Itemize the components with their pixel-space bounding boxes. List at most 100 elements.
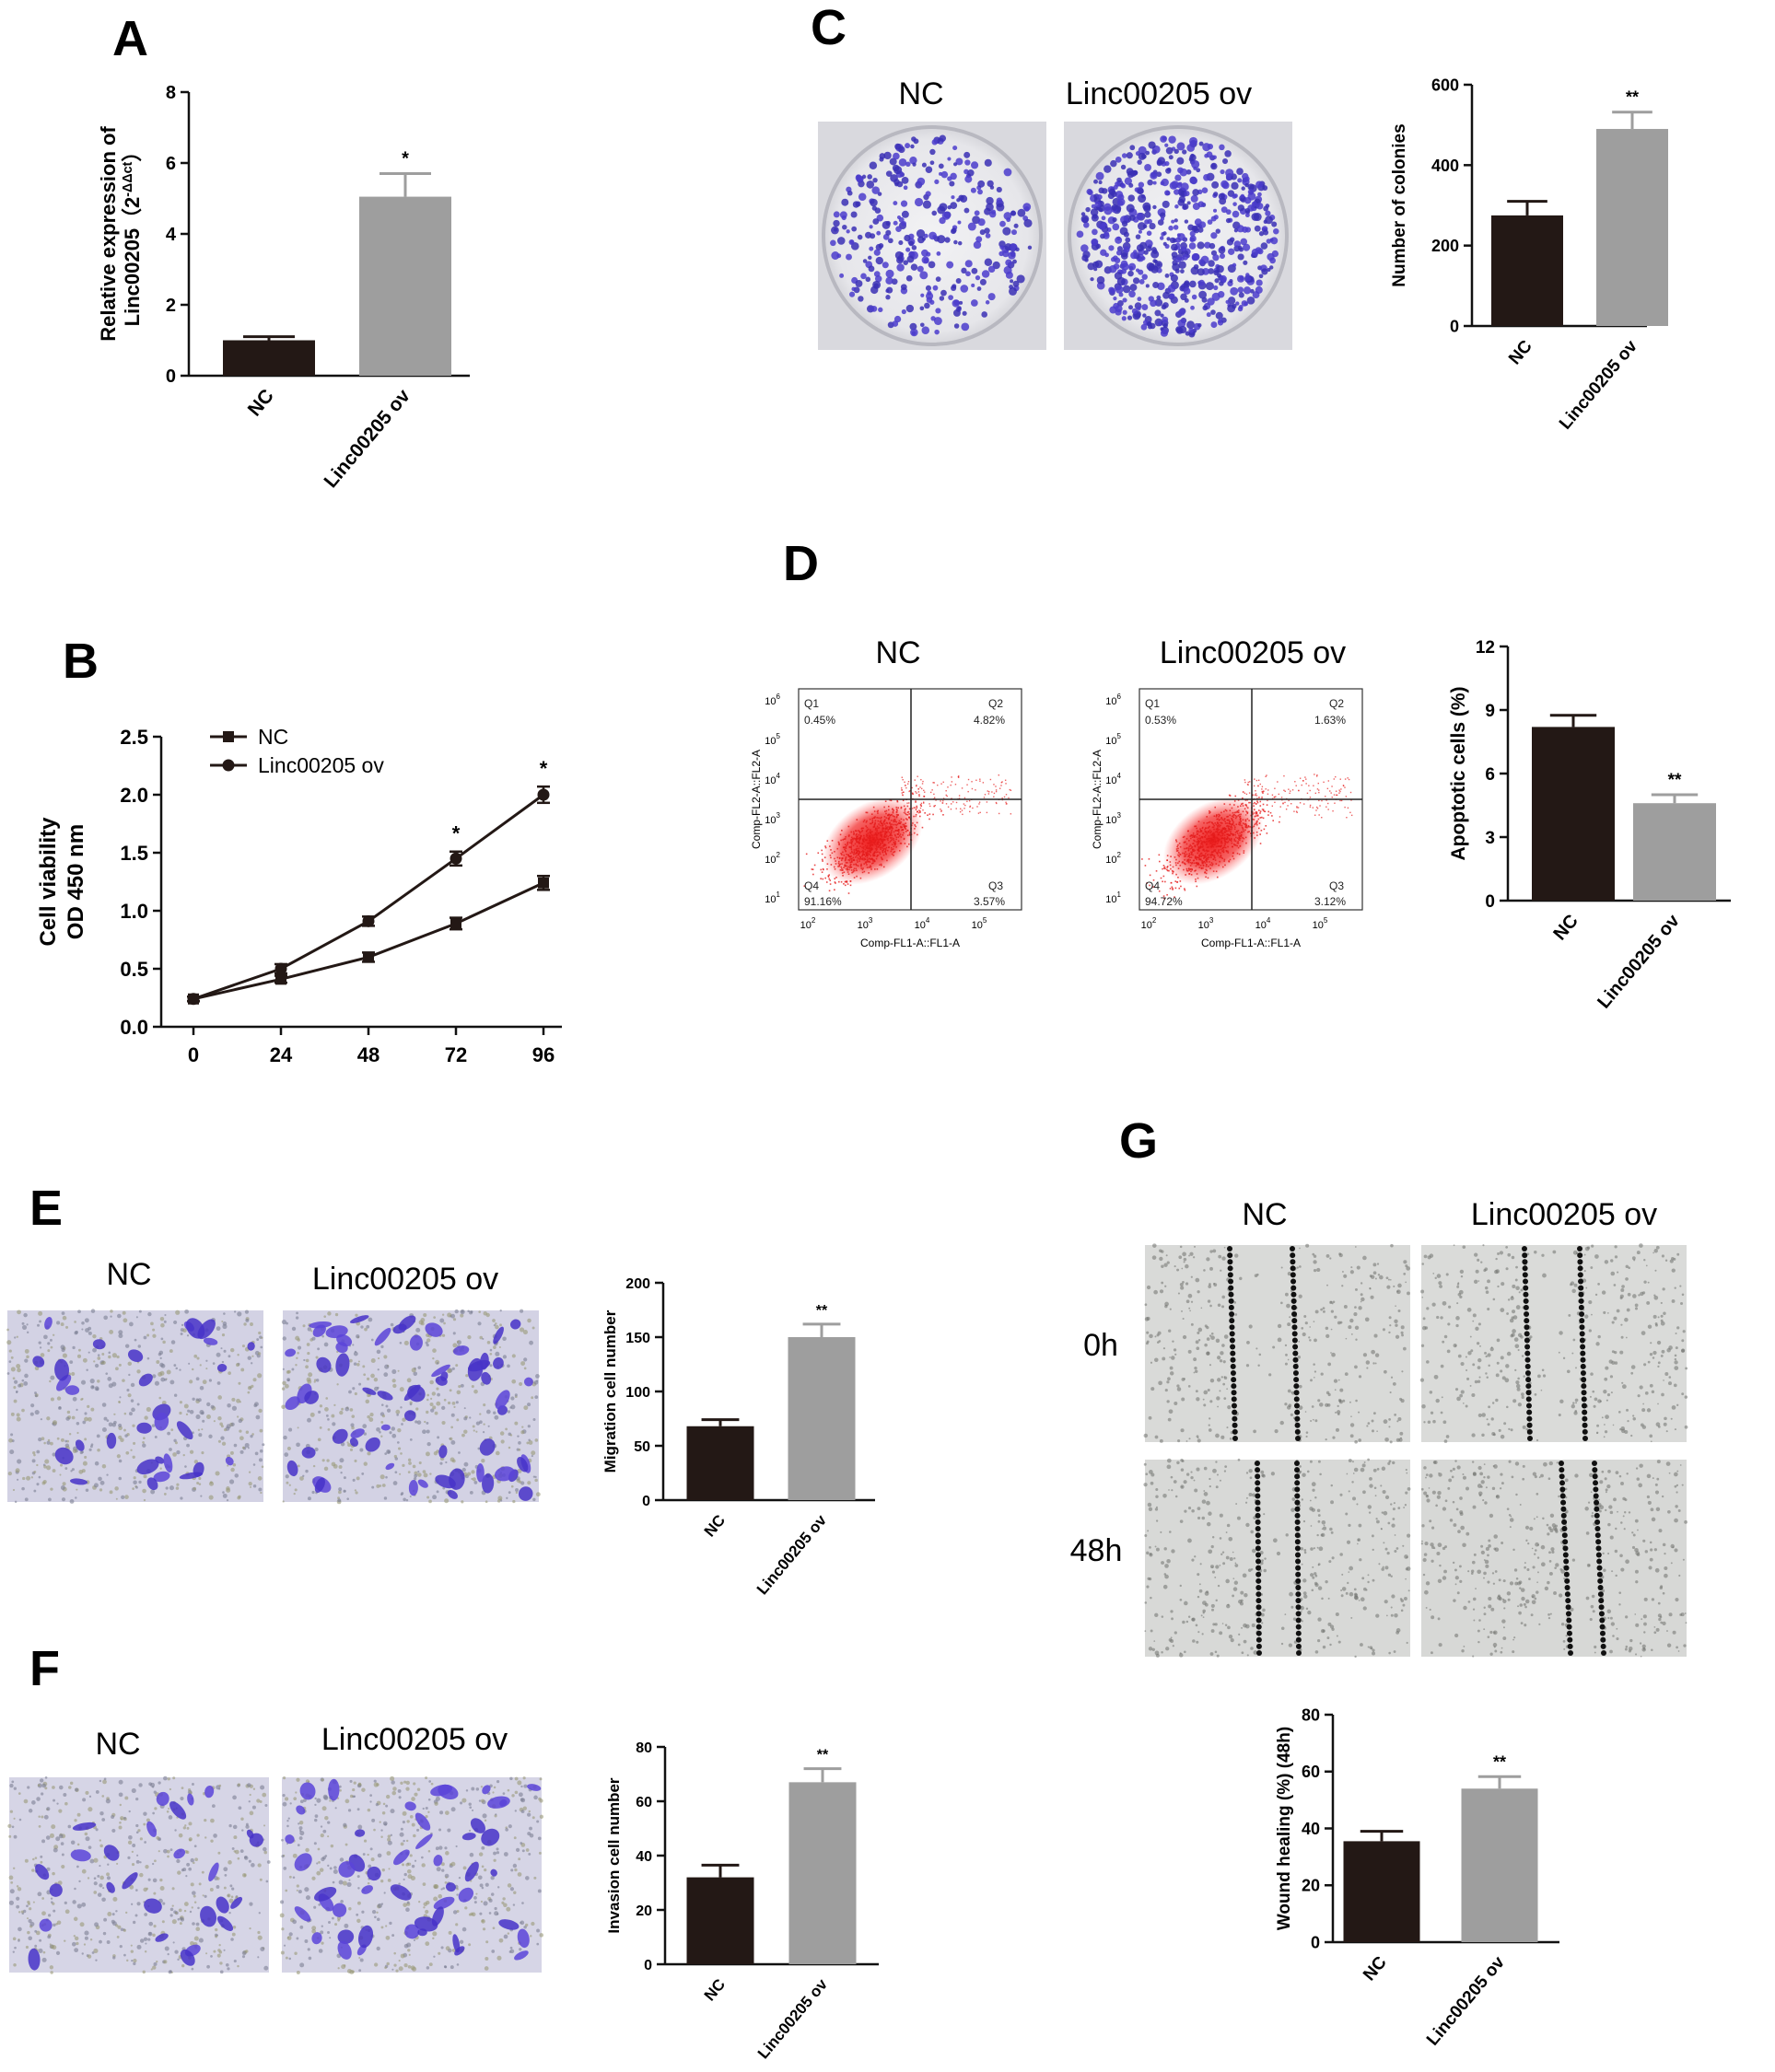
y-axis-label: Wound healing (%) (48h): [1275, 1727, 1294, 1930]
y-axis-label: Number of colonies: [1390, 123, 1409, 286]
x-tick-label: 72: [445, 1043, 467, 1066]
y-tick-label: 0: [642, 1494, 650, 1509]
x-tick-label: Linc00205 ov: [320, 385, 415, 492]
wound-image-ov-48h: [1420, 1460, 1687, 1658]
bar-ov: [359, 196, 451, 376]
chart-e-migration: 0 50 100 150 200 NC ** Linc00205 ov Migration ce…: [601, 1276, 875, 1598]
y-axis-label: Comp-FL2-A::FL2-A: [1091, 750, 1104, 849]
chart-c-colonies: 0 200 400 600 NC ** Linc00205 ov Number of colo…: [1390, 76, 1668, 434]
legend-label: NC: [258, 725, 288, 749]
colony-images: NC Linc00205 ov: [818, 76, 1292, 350]
quadrant-name: Q3: [1329, 879, 1344, 892]
y-tick-label: 3: [1485, 829, 1495, 848]
panel-letter-a: A: [112, 11, 148, 66]
bar-nc: [1532, 727, 1615, 901]
data-point: [450, 852, 462, 865]
significance-mark: **: [1668, 771, 1682, 790]
chart-a-relative-expression: 0 2 4 6 8 NC * Linc00205 ov Relative expression …: [97, 83, 470, 492]
y-tick-label: 0: [1450, 317, 1459, 335]
panel-letter-f: F: [29, 1641, 60, 1696]
flow-label-ov: Linc00205 ov: [1160, 635, 1346, 670]
y-axis-label: Invasion cell number: [605, 1777, 623, 1933]
bar-ov: [1461, 1788, 1538, 1942]
y-decade-label: 102: [1105, 851, 1121, 866]
y-axis-label: Apoptotic cells (%): [1448, 686, 1469, 860]
quadrant-percent: 1.63%: [1314, 714, 1346, 727]
y-tick-label: 80: [1302, 1705, 1320, 1724]
y-decade-label: 106: [1105, 693, 1121, 707]
quadrant-name: Q1: [804, 697, 819, 710]
invasion-image-nc: [7, 1775, 271, 1974]
y-decade-label: 106: [765, 693, 780, 707]
y-tick-label: 0.0: [120, 1016, 148, 1039]
data-point: [363, 951, 374, 963]
data-point: [537, 788, 550, 801]
wound-image-nc-48h: [1143, 1458, 1411, 1659]
y-tick-label: 4: [166, 225, 177, 245]
x-decade-label: 104: [915, 916, 930, 931]
data-point: [538, 877, 549, 889]
migration-image-ov: [281, 1309, 541, 1505]
y-decade-label: 101: [765, 890, 780, 905]
series-line-ov: [193, 793, 544, 1001]
panel-letter-d: D: [783, 536, 819, 591]
y-tick-label: 0: [1311, 1933, 1320, 1951]
significance-mark: **: [1626, 88, 1639, 107]
chart-d-apoptotic-cells: 0 3 6 9 12 NC ** Linc00205 ov Apoptotic cells (%…: [1448, 638, 1731, 1012]
x-tick-label: NC: [244, 385, 278, 420]
significance-mark: **: [817, 1748, 829, 1764]
wound-row-0h: 0h: [1083, 1328, 1118, 1363]
invasion-images: NC Linc00205 ov: [7, 1722, 544, 1974]
x-decade-label: 105: [972, 916, 987, 931]
y-tick-label: 2.0: [120, 784, 148, 807]
y-tick-label: 20: [636, 1903, 652, 1919]
y-tick-label: 600: [1431, 76, 1459, 94]
colony-label-nc: NC: [898, 76, 943, 111]
wound-row-48h: 48h: [1070, 1533, 1123, 1568]
y-tick-label: 0.5: [120, 958, 148, 981]
migration-image-nc: [6, 1309, 265, 1504]
quadrant-name: Q1: [1145, 697, 1160, 710]
migration-label-nc: NC: [106, 1257, 151, 1292]
y-axis-label: Comp-FL2-A::FL2-A: [750, 750, 763, 849]
x-tick-label: 24: [270, 1043, 293, 1066]
y-tick-label: 1.0: [120, 900, 148, 923]
bar-ov: [788, 1337, 856, 1500]
bar-nc: [1491, 215, 1563, 326]
significance-mark: *: [540, 757, 548, 780]
flow-plot-nc: Q1 0.45% Q2 4.82% Q4 91.16% Q3 3.57% 101 102 103 10…: [750, 688, 1022, 949]
legend-marker: [223, 731, 234, 742]
quadrant-name: Q2: [1329, 697, 1344, 710]
significance-mark: *: [402, 149, 409, 169]
y-axis-label: Migration cell number: [601, 1310, 619, 1473]
quadrant-name: Q3: [988, 879, 1003, 892]
migration-label-ov: Linc00205 ov: [312, 1262, 498, 1297]
wound-label-nc: NC: [1242, 1197, 1287, 1232]
flow-plots: NC Linc00205 ov Q1 0.45% Q2 4.82% Q4 91.16% Q3…: [750, 635, 1363, 949]
quadrant-percent: 3.57%: [974, 895, 1005, 908]
x-decade-label: 102: [1141, 916, 1157, 931]
y-tick-label: 150: [625, 1331, 650, 1346]
flow-label-nc: NC: [875, 635, 920, 670]
x-decade-label: 105: [1313, 916, 1328, 931]
y-tick-label: 200: [625, 1276, 650, 1292]
y-decade-label: 103: [1105, 811, 1121, 826]
x-axis-label: Comp-FL1-A::FL1-A: [860, 937, 960, 949]
quadrant-percent: 4.82%: [974, 714, 1005, 727]
y-tick-label: 6: [166, 154, 176, 174]
x-tick-label: Linc00205 ov: [1556, 336, 1641, 433]
x-tick-label: Linc00205 ov: [1423, 1952, 1509, 2049]
colony-dish-ov: [1064, 122, 1292, 350]
significance-mark: **: [1493, 1752, 1506, 1771]
bar-nc: [223, 340, 315, 376]
panel-letter-g: G: [1119, 1113, 1158, 1169]
x-tick-label: 96: [532, 1043, 555, 1066]
x-tick-label: NC: [701, 1975, 729, 2004]
y-tick-label: 2: [166, 296, 176, 316]
x-tick-label: NC: [1549, 911, 1582, 944]
x-decade-label: 103: [858, 916, 873, 931]
y-tick-label: 1.5: [120, 842, 148, 865]
data-point: [274, 962, 287, 975]
migration-images: NC Linc00205 ov: [6, 1257, 541, 1505]
x-tick-label: Linc00205 ov: [1594, 910, 1684, 1012]
